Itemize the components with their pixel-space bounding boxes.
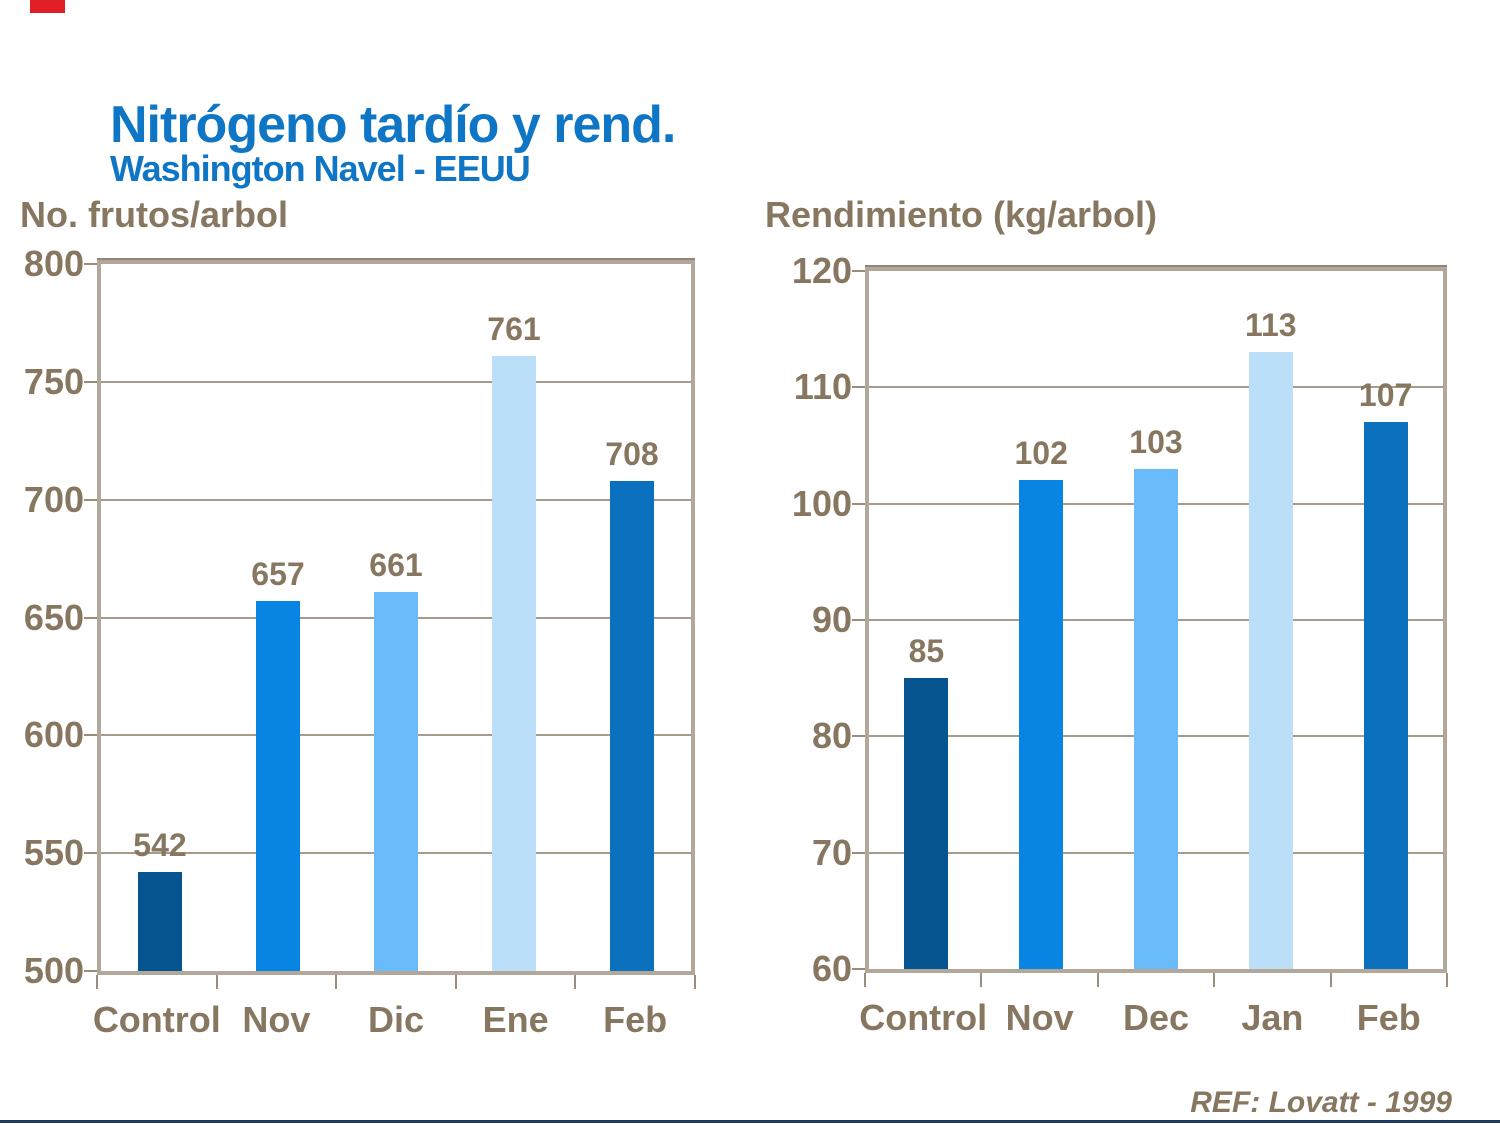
category-label-dec: Dec <box>1122 997 1190 1038</box>
gridline-110 <box>869 386 1443 389</box>
bar-slot-nov: 102 <box>984 271 1099 969</box>
y-tick-label: 100 <box>791 482 852 524</box>
x-tick-mark <box>1446 973 1448 987</box>
footer-divider-line <box>0 1120 1500 1123</box>
bar-slot-nov: 657 <box>219 264 337 971</box>
bar-slot-feb: 107 <box>1328 271 1443 969</box>
y-tick-label: 600 <box>23 714 84 756</box>
bar-value-label: 107 <box>1358 377 1413 414</box>
plot-area: 85 102 103 113 107 <box>865 267 1447 973</box>
bar-dic <box>374 591 418 971</box>
y-tick-mark <box>852 735 865 738</box>
x-tick-mark <box>864 973 866 987</box>
y-tick-mark <box>84 734 97 737</box>
x-tick-mark <box>1329 973 1332 987</box>
y-tick-label: 70 <box>811 831 852 873</box>
bar-feb <box>1363 422 1408 969</box>
y-tick-mark <box>852 619 865 621</box>
bar-value-label: 661 <box>369 546 423 583</box>
yield-axis-title: Rendimiento (kg/arbol) <box>765 194 1158 235</box>
fruit-count-axis-title: No. frutos/arbol <box>20 194 288 235</box>
y-tick-label: 120 <box>791 250 852 291</box>
bar-control <box>904 678 949 969</box>
gridline-750 <box>101 380 691 383</box>
y-tick-mark <box>84 263 97 265</box>
bar-slot-ene: 761 <box>455 264 573 971</box>
y-tick-label: 650 <box>23 596 84 638</box>
bar-value-label: 113 <box>1244 307 1297 344</box>
bar-value-label: 708 <box>605 435 659 472</box>
y-tick-label: 800 <box>23 243 84 284</box>
plot-inner: 542 657 661 761 708 <box>101 264 691 971</box>
x-tick-mark <box>96 975 98 989</box>
page-title: Nitrógeno tardío y rend. <box>110 95 676 154</box>
x-tick-mark <box>980 973 983 987</box>
y-tick-mark <box>852 851 865 854</box>
y-tick-label: 60 <box>811 948 852 989</box>
page-subtitle: Washington Navel - EEUU <box>110 147 531 189</box>
bar-value-label: 103 <box>1129 423 1183 460</box>
y-tick-mark <box>852 270 865 272</box>
x-tick-mark <box>1096 973 1099 987</box>
y-tick-mark <box>84 380 97 383</box>
bar-feb <box>610 480 654 971</box>
y-tick-label: 550 <box>23 832 84 874</box>
bar-value-label: 657 <box>251 556 305 593</box>
y-tick-mark <box>84 498 97 501</box>
y-tick-label: 90 <box>811 599 852 640</box>
bar-slot-dic: 661 <box>337 264 455 971</box>
x-tick-mark <box>215 975 218 989</box>
bar-nov <box>256 601 300 971</box>
bar-value-label: 102 <box>1014 435 1068 472</box>
category-label-nov: Nov <box>1005 997 1074 1038</box>
bar-jan <box>1248 352 1293 969</box>
category-label-feb: Feb <box>603 999 668 1040</box>
y-tick-mark <box>852 968 865 970</box>
y-tick-mark <box>84 852 97 855</box>
bar-slot-feb: 708 <box>573 264 691 971</box>
bar-value-label: 85 <box>908 633 945 670</box>
bar-ene <box>492 355 536 971</box>
x-tick-mark <box>694 975 696 989</box>
y-tick-mark <box>84 970 97 972</box>
x-tick-mark <box>574 975 577 989</box>
plot-area: 542 657 661 761 708 <box>97 260 695 975</box>
category-label-feb: Feb <box>1356 997 1421 1038</box>
x-tick-mark <box>1213 973 1216 987</box>
y-tick-label: 700 <box>23 478 84 520</box>
plot-inner: 85 102 103 113 107 <box>869 271 1443 969</box>
slide-accent-rectangle <box>30 0 65 13</box>
bar-value-label: 542 <box>133 827 187 864</box>
y-tick-mark <box>852 502 865 505</box>
category-label-jan: Jan <box>1241 997 1304 1038</box>
x-tick-mark <box>335 975 338 989</box>
category-label-control: Control <box>859 997 988 1038</box>
bar-slot-control: 85 <box>869 271 984 969</box>
category-label-control: Control <box>92 999 221 1040</box>
bar-slot-dec: 103 <box>1099 271 1214 969</box>
reference-citation: REF: Lovatt - 1999 <box>1190 1086 1452 1119</box>
y-tick-label: 750 <box>23 360 84 402</box>
bar-control <box>138 872 182 971</box>
bar-dec <box>1133 468 1178 969</box>
gridline-700 <box>101 498 691 501</box>
bar-nov <box>1019 480 1064 969</box>
bar-slot-control: 542 <box>101 264 219 971</box>
bar-value-label: 761 <box>487 310 541 347</box>
category-label-ene: Ene <box>482 999 549 1040</box>
bar-slot-jan: 113 <box>1213 271 1328 969</box>
category-label-dic: Dic <box>367 999 425 1040</box>
category-label-nov: Nov <box>242 999 311 1040</box>
y-tick-label: 80 <box>811 715 852 757</box>
y-tick-mark <box>84 616 97 619</box>
y-tick-label: 110 <box>793 366 852 408</box>
x-tick-mark <box>454 975 457 989</box>
y-tick-mark <box>852 386 865 389</box>
y-tick-label: 500 <box>23 950 84 991</box>
